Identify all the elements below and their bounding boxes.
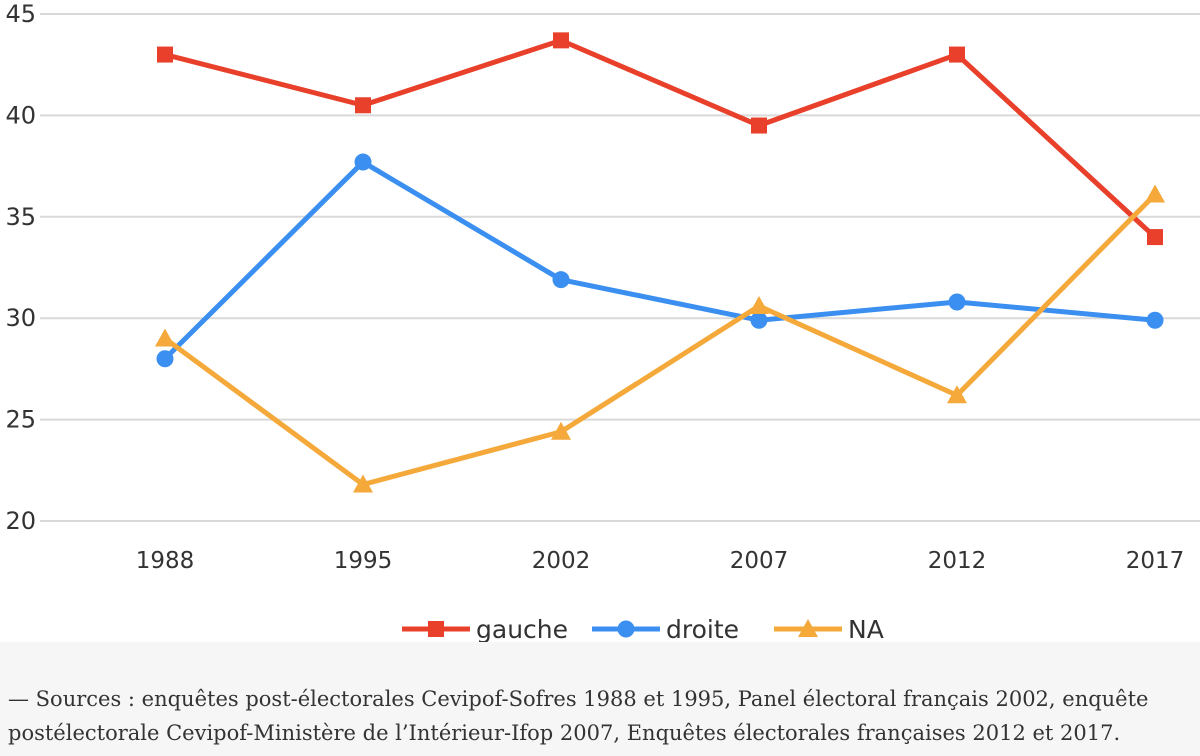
series-group <box>155 32 1165 493</box>
data-point-na <box>353 474 373 493</box>
data-point-gauche <box>355 97 371 114</box>
data-point-na <box>947 385 967 404</box>
legend-marker <box>428 621 444 637</box>
gridlines <box>40 13 1200 522</box>
chart-panel: 20 25 30 35 40 45 1988 1995 2002 2007 2012 2017 ga… <box>5 0 1200 644</box>
source-caption: — Sources : enquêtes post-électorales Ce… <box>8 687 1149 745</box>
data-point-droite <box>1146 311 1164 329</box>
data-point-droite <box>750 311 768 329</box>
data-point-gauche <box>751 117 767 134</box>
data-point-droite <box>354 153 372 171</box>
line-chart: 20 25 30 35 40 45 1988 1995 2002 2007 2012 2017 ga… <box>5 0 1200 644</box>
legend-label: NA <box>848 615 884 642</box>
data-point-na <box>551 421 571 440</box>
series-gauche <box>157 32 1163 246</box>
x-tick-label: 2012 <box>928 548 987 574</box>
y-tick-label: 40 <box>5 101 36 129</box>
data-point-na <box>749 296 769 315</box>
y-tick-label: 45 <box>5 0 36 28</box>
y-axis-ticks: 20 25 30 35 40 45 <box>5 0 36 535</box>
x-tick-label: 2017 <box>1126 548 1185 574</box>
series-na <box>155 184 1165 493</box>
data-point-droite <box>552 271 570 289</box>
legend-item-na: NA <box>774 615 884 644</box>
y-tick-label: 20 <box>5 507 36 535</box>
legend-label: gauche <box>476 615 568 642</box>
data-point-na <box>155 328 175 347</box>
line-droite <box>162 159 1158 362</box>
data-point-gauche <box>949 46 965 63</box>
data-point-gauche <box>157 46 173 63</box>
series-droite <box>156 153 1164 368</box>
x-tick-label: 1988 <box>136 548 195 574</box>
data-point-gauche <box>1147 229 1163 246</box>
line-na <box>162 191 1158 487</box>
legend-marker <box>617 620 635 638</box>
legend-marker <box>798 619 818 637</box>
x-axis-ticks: 1988 1995 2002 2007 2012 2017 <box>136 548 1185 574</box>
data-point-droite <box>948 293 966 311</box>
x-tick-label: 2007 <box>730 548 789 574</box>
line-gauche <box>162 37 1158 240</box>
data-point-na <box>1145 184 1165 203</box>
legend-label: droite <box>666 615 739 642</box>
legend-item-gauche: gauche <box>402 615 568 644</box>
y-tick-label: 35 <box>5 203 36 231</box>
y-tick-label: 30 <box>5 304 36 332</box>
x-tick-label: 1995 <box>334 548 393 574</box>
x-tick-label: 2002 <box>532 548 591 574</box>
data-point-droite <box>156 350 174 368</box>
data-point-gauche <box>553 32 569 49</box>
legend-item-droite: droite <box>592 615 739 644</box>
legend: gauche droite NA <box>402 615 884 644</box>
y-tick-label: 25 <box>5 406 36 434</box>
